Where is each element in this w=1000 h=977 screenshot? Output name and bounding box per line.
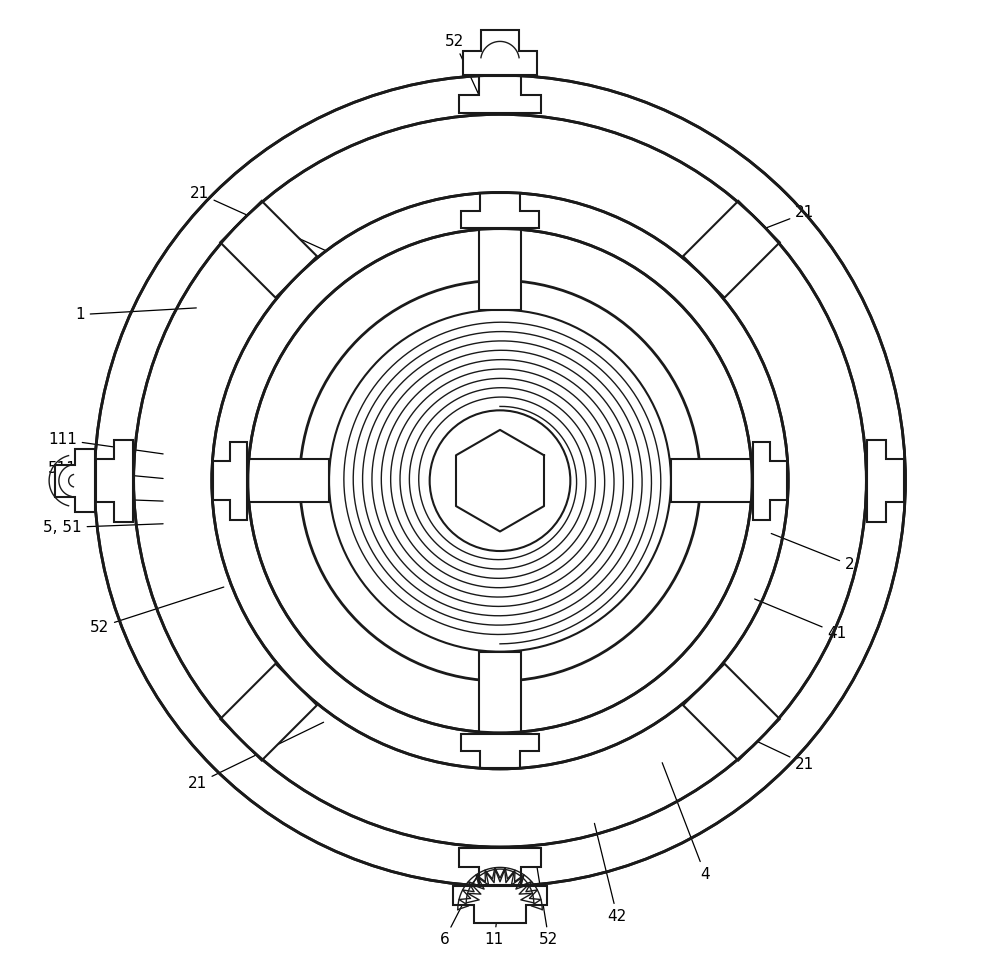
Text: 52: 52 <box>537 865 558 948</box>
Bar <box>248 459 329 502</box>
Circle shape <box>95 75 905 886</box>
Text: 41: 41 <box>755 599 847 641</box>
Polygon shape <box>461 193 539 228</box>
Text: 2: 2 <box>771 533 855 573</box>
Polygon shape <box>453 886 547 923</box>
Polygon shape <box>463 30 537 75</box>
Text: 52: 52 <box>90 587 224 635</box>
Text: 4: 4 <box>662 763 710 882</box>
Polygon shape <box>220 663 317 760</box>
Polygon shape <box>96 440 133 522</box>
Bar <box>671 459 752 502</box>
Polygon shape <box>683 663 780 760</box>
Polygon shape <box>220 201 317 298</box>
Text: 5, 51: 5, 51 <box>43 520 163 535</box>
Text: 111: 111 <box>48 432 163 454</box>
Circle shape <box>432 412 568 549</box>
Text: 21: 21 <box>696 712 814 772</box>
Text: 21: 21 <box>189 186 326 251</box>
Polygon shape <box>213 442 247 520</box>
Text: 52: 52 <box>444 33 487 112</box>
Bar <box>479 652 521 733</box>
Polygon shape <box>683 201 780 298</box>
Polygon shape <box>459 76 541 113</box>
Text: 42: 42 <box>594 824 627 924</box>
Polygon shape <box>867 440 904 522</box>
Text: 21: 21 <box>696 205 814 255</box>
Polygon shape <box>461 734 539 768</box>
Text: 511: 511 <box>48 461 163 479</box>
Text: 11: 11 <box>78 490 163 506</box>
Text: 6: 6 <box>439 874 478 948</box>
Text: 11: 11 <box>485 861 505 948</box>
Text: 1: 1 <box>75 307 196 322</box>
Polygon shape <box>55 449 95 512</box>
Text: 21: 21 <box>188 722 324 791</box>
Bar <box>479 229 521 310</box>
Polygon shape <box>753 442 787 520</box>
Polygon shape <box>459 848 541 885</box>
